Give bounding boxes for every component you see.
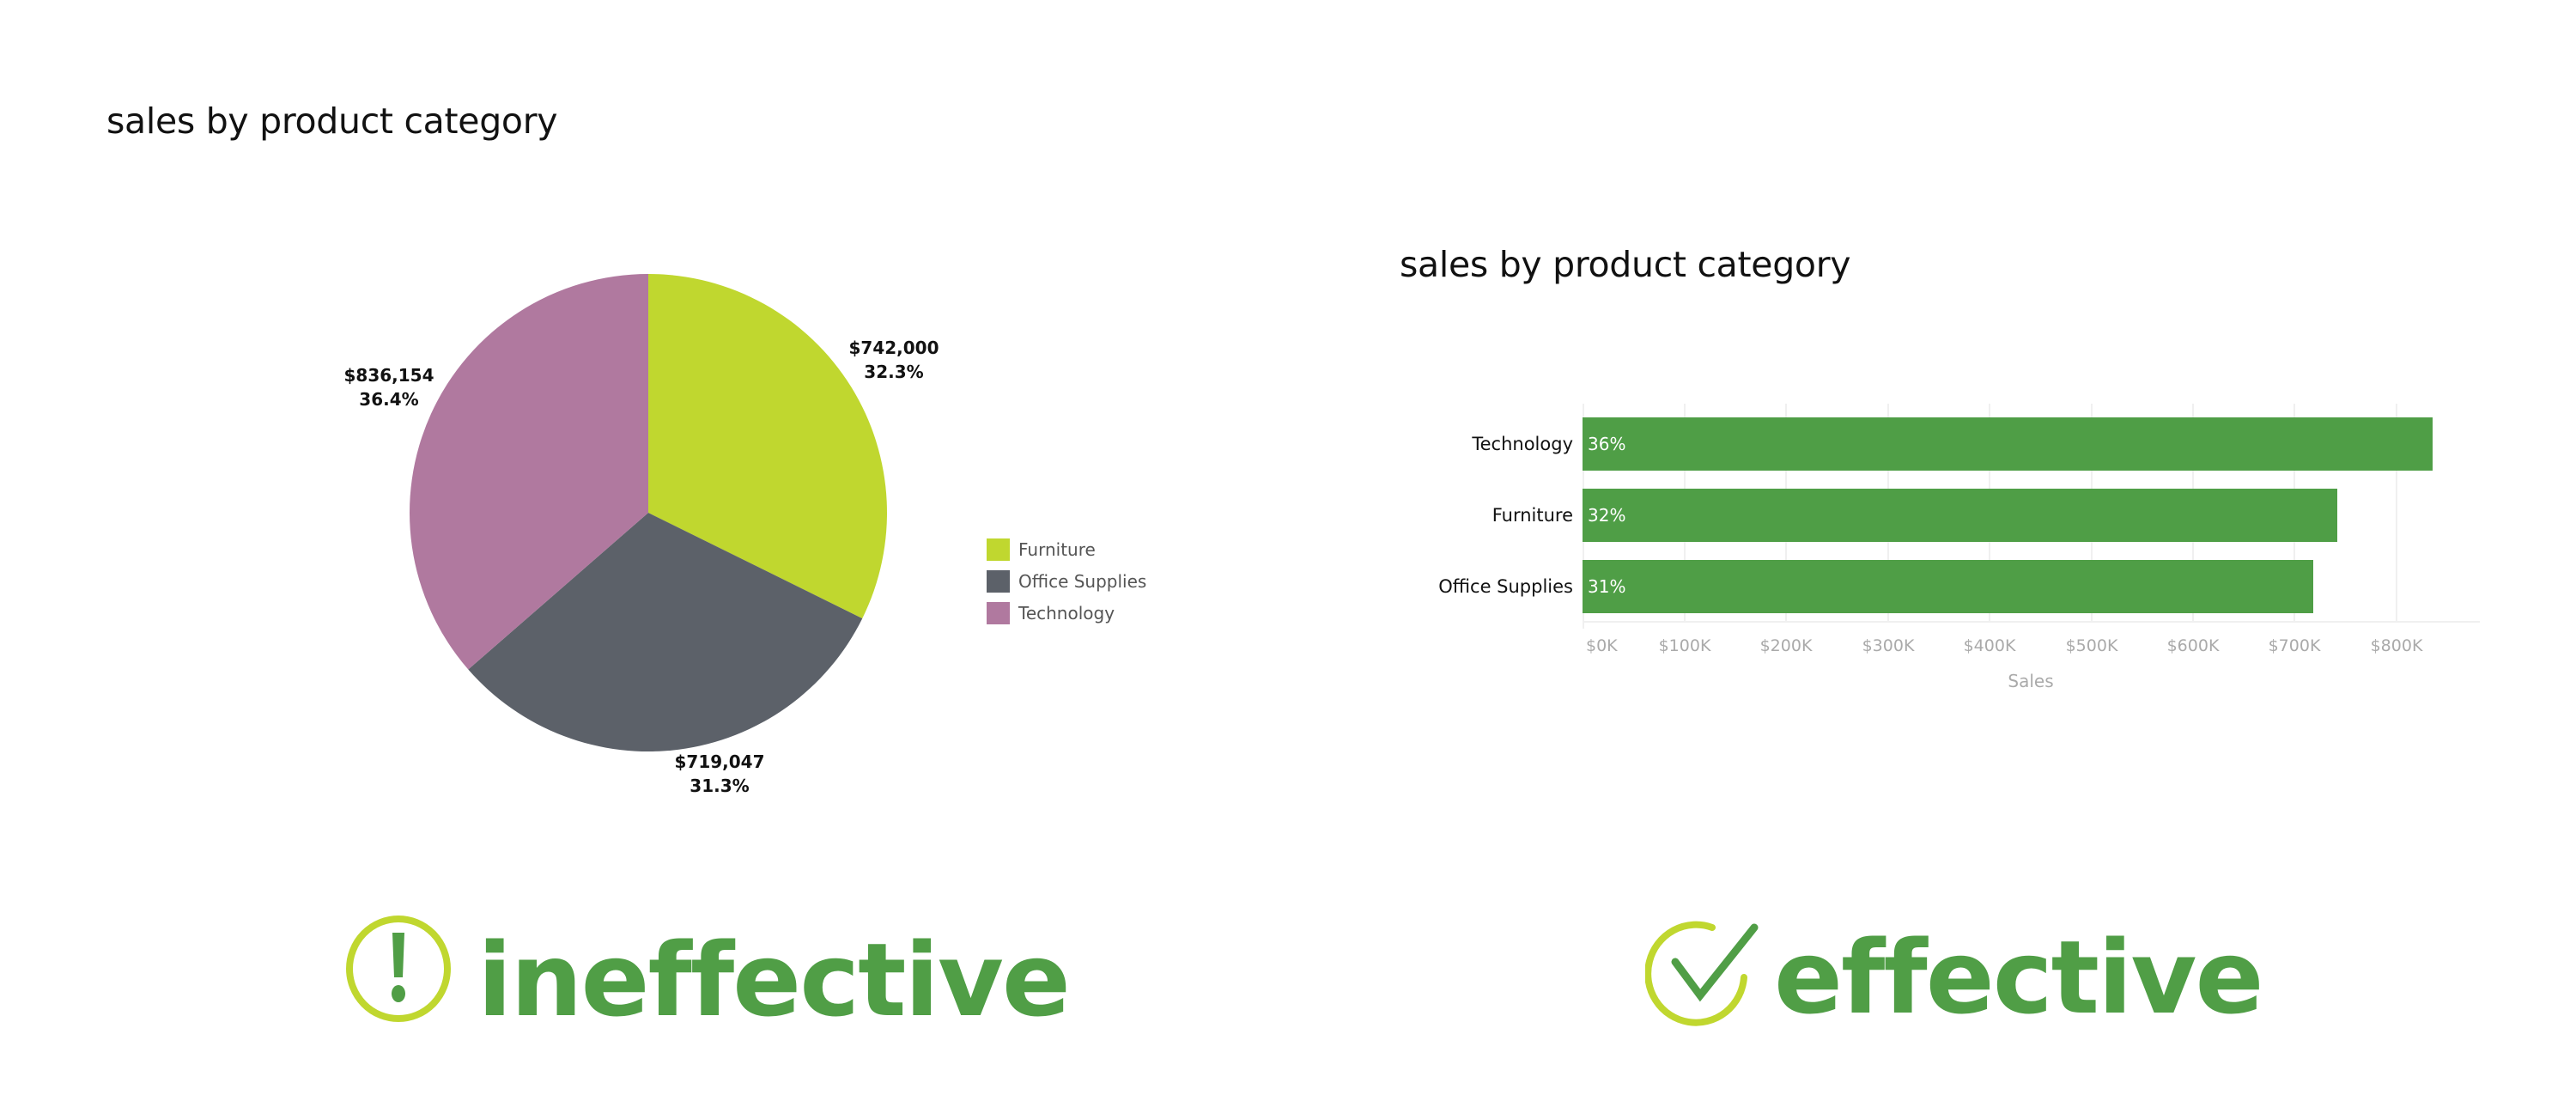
- bar-value-label: 36%: [1588, 434, 1626, 454]
- pie-label-value: $836,154: [343, 365, 434, 386]
- pie-label-value: $719,047: [674, 751, 765, 772]
- bar-office-supplies[interactable]: 31%: [1583, 560, 2313, 613]
- pie-label-percent: 32.3%: [864, 362, 924, 382]
- pie-slice-furniture[interactable]: [648, 274, 887, 619]
- bar-furniture[interactable]: 32%: [1583, 489, 2337, 542]
- x-tick-label: $500K: [2065, 636, 2118, 655]
- x-tick-label: $200K: [1759, 636, 1813, 655]
- exclamation-circle-icon: [346, 916, 451, 1022]
- x-tick-label: $700K: [2268, 636, 2321, 655]
- pie-label-value: $742,000: [848, 338, 939, 358]
- x-axis-title: Sales: [2008, 671, 2054, 691]
- gridline: [2396, 404, 2397, 622]
- x-axis-line: [1583, 621, 2480, 623]
- x-tick-label: $300K: [1862, 636, 1915, 655]
- x-tick-label: $0K: [1586, 636, 1618, 655]
- bar-technology[interactable]: 36%: [1583, 417, 2433, 471]
- legend-swatch: [987, 602, 1010, 624]
- pie-slice-office-supplies[interactable]: [468, 513, 863, 751]
- bar-chart-title: sales by product category: [1400, 244, 1851, 285]
- bar-category-label: Office Supplies: [1438, 576, 1573, 597]
- legend-item-technology[interactable]: Technology: [987, 602, 1146, 624]
- bar-value-label: 32%: [1588, 505, 1626, 526]
- bar-category-label: Furniture: [1492, 505, 1573, 526]
- pie-slice-technology[interactable]: [410, 274, 648, 670]
- bar-value-label: 31%: [1588, 576, 1626, 597]
- legend-label: Furniture: [1018, 539, 1096, 560]
- pie-label-technology: $836,154 36.4%: [343, 363, 434, 411]
- x-tick-label: $100K: [1658, 636, 1711, 655]
- pie-label-furniture: $742,000 32.3%: [848, 336, 939, 384]
- pie-legend: Furniture Office Supplies Technology: [987, 538, 1146, 624]
- legend-item-office-supplies[interactable]: Office Supplies: [987, 570, 1146, 593]
- check-circle-icon: [1645, 921, 1759, 1026]
- pie-chart: [410, 274, 887, 751]
- legend-swatch: [987, 570, 1010, 593]
- x-tick-label: $800K: [2370, 636, 2423, 655]
- pie-label-percent: 36.4%: [359, 389, 419, 410]
- pie-label-percent: 31.3%: [690, 776, 750, 796]
- pie-chart-title: sales by product category: [106, 100, 558, 142]
- bar-category-label: Technology: [1472, 434, 1573, 454]
- legend-swatch: [987, 538, 1010, 561]
- ineffective-label: ineffective: [477, 921, 1071, 1039]
- legend-label: Technology: [1018, 603, 1115, 624]
- pie-label-office-supplies: $719,047 31.3%: [674, 750, 764, 798]
- legend-label: Office Supplies: [1018, 571, 1147, 592]
- x-tick-label: $600K: [2166, 636, 2220, 655]
- x-tick-label: $400K: [1963, 636, 2016, 655]
- effective-label: effective: [1774, 918, 2263, 1037]
- legend-item-furniture[interactable]: Furniture: [987, 538, 1146, 561]
